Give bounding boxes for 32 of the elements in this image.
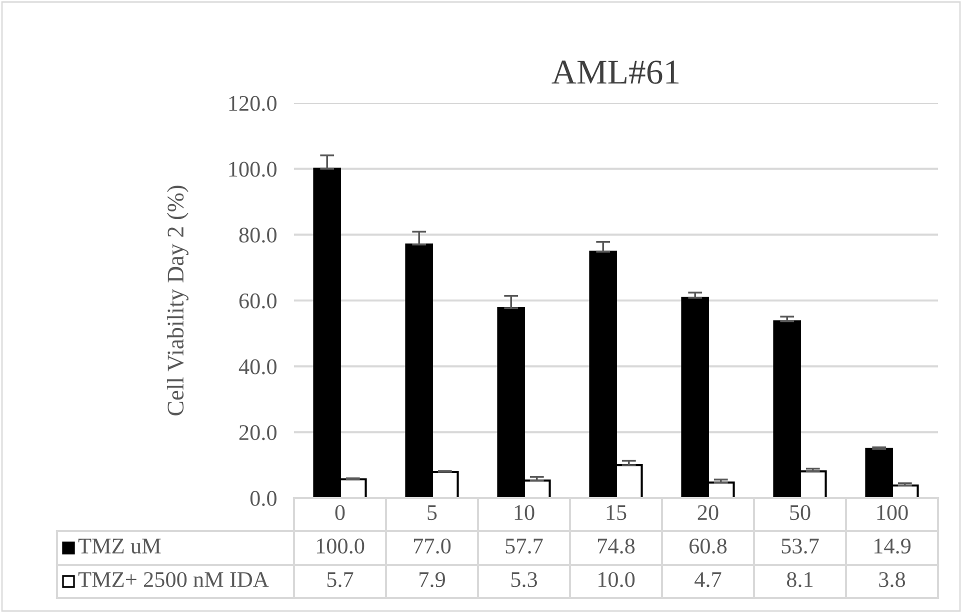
y-tick-label: 40.0: [238, 359, 276, 374]
data-label: 7.9: [420, 572, 445, 588]
data-label: 10.0: [598, 572, 635, 588]
y-axis-title: Cell Viability Day 2 (%): [166, 186, 188, 416]
legend-label: TMZ+ 2500 nM IDA: [78, 572, 269, 588]
x-tick-label: 10: [514, 505, 534, 520]
data-label: 53.7: [782, 538, 819, 554]
x-tick-label: 100: [877, 505, 908, 520]
data-label: 77.0: [414, 538, 451, 554]
data-label: 57.7: [506, 538, 543, 554]
x-tick-label: 0: [335, 505, 345, 520]
x-tick-label: 5: [428, 505, 437, 520]
data-label: 3.8: [879, 572, 906, 588]
chart-title: AML#61: [552, 60, 679, 84]
data-label: 60.8: [690, 538, 727, 554]
x-tick-label: 20: [698, 505, 718, 520]
y-tick-label: 20.0: [239, 425, 276, 440]
data-label: 5.7: [327, 572, 354, 588]
y-tick-label: 60.0: [239, 293, 276, 309]
y-tick-label: 80.0: [239, 228, 276, 243]
data-label: 100.0: [316, 538, 364, 554]
x-tick-label: 15: [606, 505, 626, 520]
y-tick-label: 0.0: [250, 490, 276, 506]
data-label: 74.8: [598, 538, 635, 554]
data-label: 4.7: [694, 572, 722, 588]
legend-label: TMZ uM: [78, 538, 161, 554]
x-tick-label: 50: [790, 505, 810, 520]
y-tick-label: 120.0: [229, 96, 276, 112]
data-label: 8.1: [786, 572, 813, 588]
y-tick-label: 100.0: [229, 162, 276, 177]
data-label: 14.9: [874, 538, 911, 554]
data-label: 5.3: [511, 572, 538, 588]
